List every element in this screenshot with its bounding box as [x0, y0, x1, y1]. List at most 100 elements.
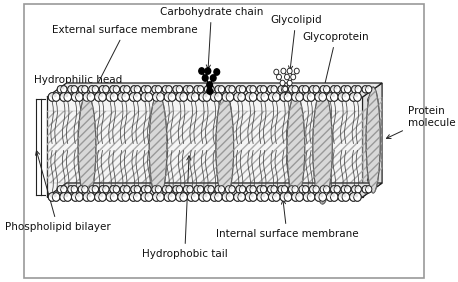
Circle shape — [339, 194, 343, 197]
Circle shape — [215, 86, 221, 93]
Circle shape — [240, 187, 243, 190]
Circle shape — [173, 186, 179, 193]
Circle shape — [198, 87, 201, 89]
Circle shape — [60, 86, 67, 93]
Circle shape — [112, 94, 114, 97]
Circle shape — [100, 187, 103, 190]
Circle shape — [204, 186, 211, 193]
Circle shape — [76, 93, 83, 101]
Circle shape — [283, 187, 285, 190]
Circle shape — [87, 93, 95, 101]
Circle shape — [49, 193, 56, 201]
Circle shape — [195, 187, 198, 190]
Circle shape — [335, 87, 338, 89]
Circle shape — [353, 87, 355, 89]
Circle shape — [303, 93, 311, 101]
Circle shape — [215, 93, 222, 101]
Circle shape — [354, 93, 361, 101]
Circle shape — [78, 186, 85, 193]
Circle shape — [313, 186, 319, 193]
Circle shape — [262, 94, 265, 97]
Circle shape — [69, 87, 71, 89]
Circle shape — [297, 194, 300, 197]
Circle shape — [228, 94, 231, 97]
Circle shape — [155, 86, 162, 93]
Circle shape — [121, 87, 124, 89]
Circle shape — [158, 94, 161, 97]
Circle shape — [319, 193, 327, 201]
Circle shape — [71, 86, 77, 93]
Circle shape — [292, 86, 298, 93]
Circle shape — [362, 86, 369, 93]
Circle shape — [305, 94, 308, 97]
Circle shape — [332, 87, 334, 89]
Circle shape — [64, 93, 71, 101]
Circle shape — [371, 150, 377, 157]
Circle shape — [198, 187, 201, 190]
Circle shape — [352, 186, 358, 193]
Circle shape — [366, 187, 369, 190]
Circle shape — [169, 94, 173, 97]
Circle shape — [90, 187, 93, 190]
Circle shape — [258, 194, 262, 197]
Circle shape — [100, 94, 103, 97]
Circle shape — [320, 194, 323, 197]
Circle shape — [120, 186, 127, 193]
Circle shape — [331, 86, 337, 93]
Circle shape — [239, 94, 242, 97]
Circle shape — [157, 193, 164, 201]
Circle shape — [199, 193, 207, 201]
Circle shape — [130, 93, 137, 101]
Circle shape — [320, 94, 323, 97]
Circle shape — [96, 194, 99, 197]
Circle shape — [211, 93, 218, 101]
Circle shape — [287, 80, 292, 86]
Circle shape — [235, 194, 238, 197]
Circle shape — [153, 193, 160, 201]
Circle shape — [84, 194, 87, 197]
Circle shape — [320, 186, 327, 193]
Circle shape — [315, 93, 322, 101]
Circle shape — [168, 193, 176, 201]
Circle shape — [58, 87, 61, 89]
Circle shape — [319, 193, 327, 201]
Circle shape — [325, 187, 327, 190]
Circle shape — [153, 87, 156, 89]
Circle shape — [316, 94, 319, 97]
Circle shape — [200, 94, 203, 97]
Circle shape — [79, 87, 82, 89]
Circle shape — [90, 187, 93, 190]
Circle shape — [296, 193, 303, 201]
Circle shape — [199, 68, 205, 74]
Circle shape — [320, 86, 327, 93]
Ellipse shape — [216, 94, 234, 200]
Circle shape — [132, 87, 135, 89]
Circle shape — [325, 187, 327, 190]
Circle shape — [307, 93, 315, 101]
Circle shape — [132, 187, 135, 190]
Circle shape — [251, 187, 254, 190]
Circle shape — [311, 187, 313, 190]
Circle shape — [278, 186, 284, 193]
Circle shape — [363, 87, 366, 89]
Circle shape — [356, 87, 359, 89]
Circle shape — [307, 193, 315, 201]
Circle shape — [180, 93, 187, 101]
Circle shape — [251, 87, 254, 89]
Circle shape — [166, 86, 172, 93]
Circle shape — [292, 93, 299, 101]
Circle shape — [77, 94, 80, 97]
Circle shape — [310, 86, 316, 93]
Circle shape — [71, 193, 79, 201]
Circle shape — [321, 87, 324, 89]
Circle shape — [154, 94, 157, 97]
Circle shape — [289, 86, 295, 93]
Circle shape — [230, 187, 233, 190]
Circle shape — [344, 86, 351, 93]
Circle shape — [307, 193, 315, 201]
Circle shape — [287, 68, 292, 74]
Circle shape — [114, 87, 117, 89]
Circle shape — [142, 194, 146, 197]
Circle shape — [293, 87, 295, 89]
Circle shape — [183, 86, 190, 93]
